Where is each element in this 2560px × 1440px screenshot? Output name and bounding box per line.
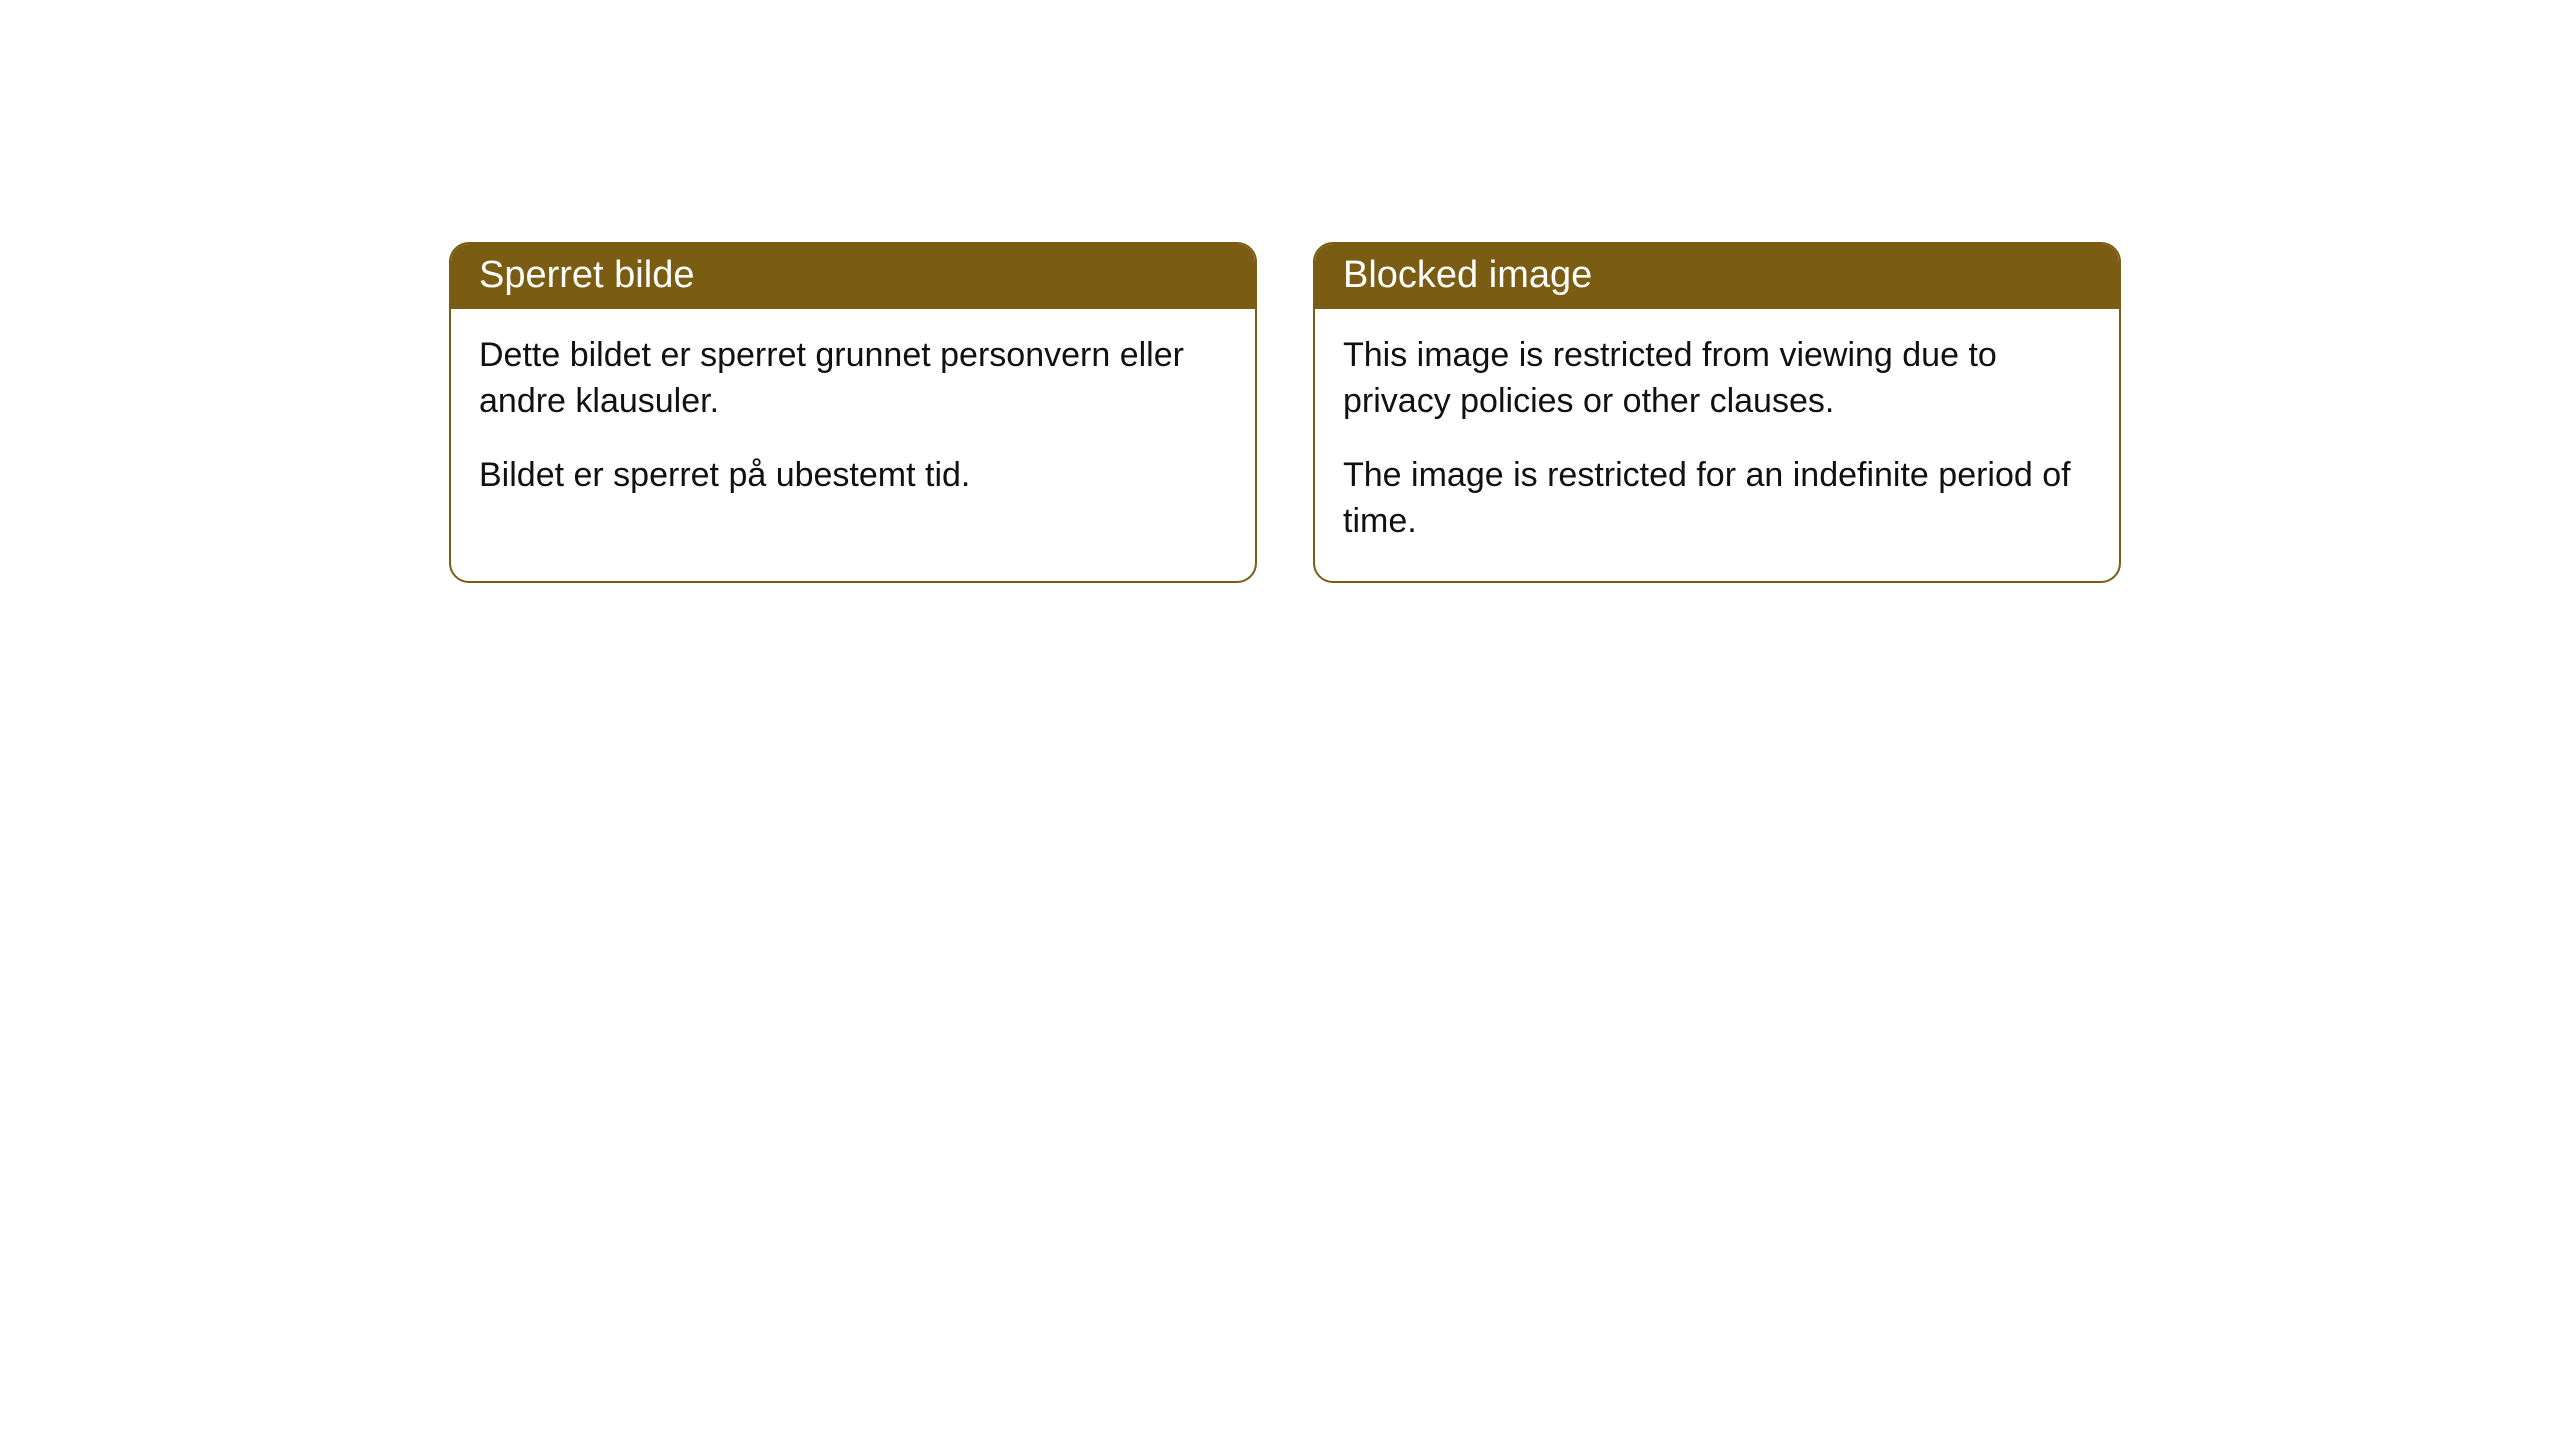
card-paragraph: Dette bildet er sperret grunnet personve…: [479, 333, 1227, 425]
card-title: Sperret bilde: [451, 244, 1255, 309]
card-paragraph: The image is restricted for an indefinit…: [1343, 453, 2091, 545]
card-body: Dette bildet er sperret grunnet personve…: [451, 309, 1255, 535]
card-paragraph: This image is restricted from viewing du…: [1343, 333, 2091, 425]
card-body: This image is restricted from viewing du…: [1315, 309, 2119, 581]
notice-cards-container: Sperret bilde Dette bildet er sperret gr…: [449, 242, 2121, 583]
card-title: Blocked image: [1315, 244, 2119, 309]
card-paragraph: Bildet er sperret på ubestemt tid.: [479, 453, 1227, 499]
notice-card-norwegian: Sperret bilde Dette bildet er sperret gr…: [449, 242, 1257, 583]
notice-card-english: Blocked image This image is restricted f…: [1313, 242, 2121, 583]
